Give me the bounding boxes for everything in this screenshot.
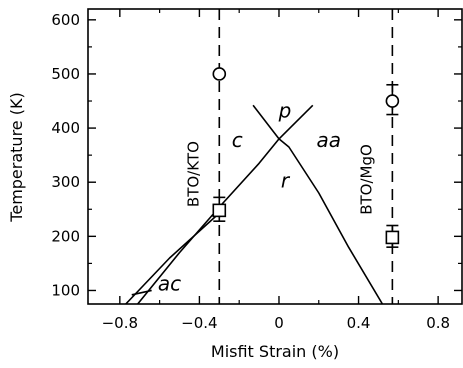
phase-labels: p c aa r ac xyxy=(158,98,341,295)
x-tick-labels: −0.8 −0.4 0 0.4 0.8 xyxy=(102,314,450,332)
plot-frame xyxy=(87,8,463,305)
x-tick-label: −0.4 xyxy=(181,314,217,332)
x-tick-label: 0 xyxy=(274,314,284,332)
x-tick-label: −0.8 xyxy=(102,314,138,332)
phase-label: c xyxy=(232,128,243,152)
data-markers xyxy=(212,67,400,248)
ac-leader-line xyxy=(131,289,152,296)
phase-boundary-line xyxy=(125,212,220,305)
square-marker xyxy=(385,230,400,245)
y-tick-labels: 100 200 300 400 500 600 xyxy=(51,11,80,300)
phase-boundary-line xyxy=(278,138,384,305)
y-tick-label: 500 xyxy=(51,65,80,83)
tick-marks xyxy=(88,9,462,304)
substrate-label: BTO/MgO xyxy=(357,144,375,215)
phase-boundary-line xyxy=(252,104,280,140)
substrate-lines: BTO/KTO BTO/MgO xyxy=(184,9,394,304)
phase-label: aa xyxy=(316,128,341,152)
y-tick-label: 100 xyxy=(51,281,80,299)
y-tick-label: 200 xyxy=(51,227,80,245)
x-tick-label: 0.8 xyxy=(426,314,450,332)
y-axis-label: Temperature (K) xyxy=(7,92,26,222)
y-tick-label: 400 xyxy=(51,119,80,137)
phase-label: ac xyxy=(158,271,181,295)
square-marker xyxy=(212,203,227,218)
phase-boundary-line xyxy=(278,104,314,140)
circle-marker xyxy=(212,67,227,81)
x-axis-label: Misfit Strain (%) xyxy=(211,342,339,361)
y-tick-label: 300 xyxy=(51,173,80,191)
circle-marker xyxy=(385,94,400,108)
phase-label: r xyxy=(281,169,291,193)
y-tick-label: 600 xyxy=(51,11,80,29)
phase-label: p xyxy=(278,98,292,122)
substrate-label: BTO/KTO xyxy=(184,141,202,207)
x-tick-label: 0.4 xyxy=(347,314,371,332)
